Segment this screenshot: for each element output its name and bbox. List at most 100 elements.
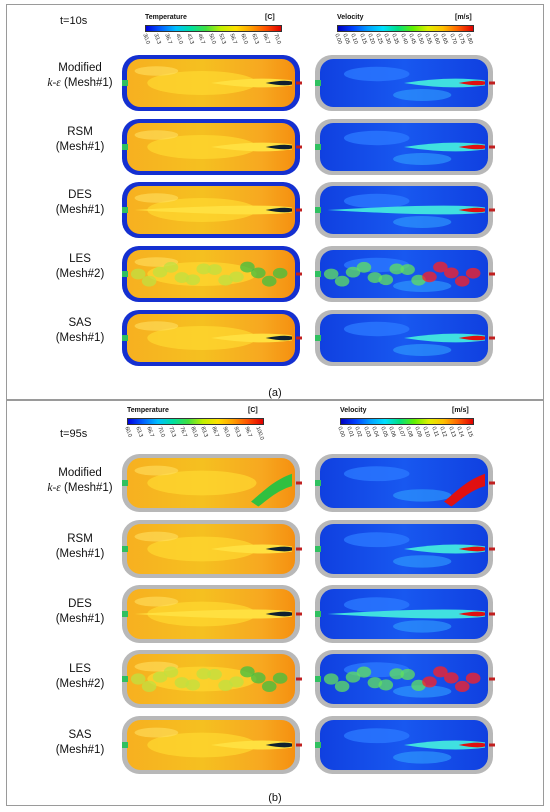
temperature-contour-plot xyxy=(120,714,302,776)
model-name: DES xyxy=(68,598,92,610)
panel-a-velocity-colorbar xyxy=(337,25,474,32)
mesh-label: (Mesh#2) xyxy=(30,267,130,282)
colorbar-tick: 93.3 xyxy=(232,426,242,439)
model-label: SAS (Mesh#1) xyxy=(30,728,130,758)
model-label: Modified k-ε (Mesh#1) xyxy=(30,61,130,91)
colorbar-tick: 83.3 xyxy=(199,426,210,439)
mesh-id: (Mesh#1) xyxy=(55,141,105,153)
colorbar-tick: 0.15 xyxy=(464,426,474,439)
colorbar-tick: 96.7 xyxy=(243,426,253,439)
panel-b-temperature-title: Temperature xyxy=(127,407,169,414)
panel-b-frame xyxy=(6,400,544,806)
mesh-id: (Mesh#1) xyxy=(55,332,105,344)
velocity-contour-plot xyxy=(313,583,495,645)
temperature-contour-plot xyxy=(120,117,302,177)
turbulence-model-symbol: k-ε xyxy=(47,77,61,89)
mesh-id: (Mesh#1) xyxy=(60,77,113,89)
panel-b-velocity-unit: [m/s] xyxy=(452,407,469,414)
panel-a-temperature-ticks: 30.0 33.3 36.7 40.0 43.3 46.7 50.0 53.3 56.7 60.0… xyxy=(141,33,282,47)
colorbar-tick: 70.0 xyxy=(156,426,166,439)
velocity-contour-plot xyxy=(313,452,495,514)
colorbar-tick: 33.3 xyxy=(152,33,162,46)
colorbar-tick: 80.0 xyxy=(188,426,199,439)
mesh-label: (Mesh#1) xyxy=(30,140,130,155)
colorbar-tick: 43.3 xyxy=(185,33,195,46)
velocity-contour-plot xyxy=(313,714,495,776)
mesh-label: k-ε (Mesh#1) xyxy=(30,481,130,496)
velocity-contour-plot xyxy=(313,648,495,710)
panel-a-temperature-unit: [C] xyxy=(265,14,275,21)
colorbar-tick: 86.7 xyxy=(210,426,220,439)
model-name: LES xyxy=(69,253,91,265)
mesh-id: (Mesh#2) xyxy=(55,268,105,280)
mesh-label: (Mesh#2) xyxy=(30,677,130,692)
model-label: DES (Mesh#1) xyxy=(30,188,130,218)
colorbar-tick: 60.0 xyxy=(239,33,249,46)
mesh-label: (Mesh#1) xyxy=(30,743,130,758)
model-label: RSM (Mesh#1) xyxy=(30,125,130,155)
temperature-contour-plot xyxy=(120,518,302,580)
mesh-id: (Mesh#1) xyxy=(55,613,105,625)
mesh-label: (Mesh#1) xyxy=(30,547,130,562)
model-label: LES (Mesh#2) xyxy=(30,252,130,282)
panel-a-temperature-colorbar xyxy=(145,25,282,32)
mesh-id: (Mesh#1) xyxy=(55,744,105,756)
panel-b-velocity-title: Velocity xyxy=(340,407,367,414)
panel-a-frame xyxy=(6,4,544,400)
velocity-contour-plot xyxy=(313,117,495,177)
panel-b-temperature-ticks: 60.0 63.3 66.7 70.0 73.3 76.7 80.0 83.3 86.7 90.0… xyxy=(123,426,265,441)
model-label: LES (Mesh#2) xyxy=(30,662,130,692)
colorbar-tick: 53.3 xyxy=(217,33,228,46)
panel-a-velocity-ticks: 0.00 0.05 0.10 0.15 0.20 0.25 0.30 0.35 0.40 0.45… xyxy=(333,33,474,47)
panel-a-caption: (a) xyxy=(268,387,282,399)
colorbar-tick: 63.3 xyxy=(134,426,144,439)
colorbar-tick: 66.7 xyxy=(145,426,155,439)
colorbar-tick: 66.7 xyxy=(261,33,271,46)
model-label: SAS (Mesh#1) xyxy=(30,316,130,346)
panel-a-temperature-title: Temperature xyxy=(145,14,187,21)
velocity-contour-plot xyxy=(313,180,495,240)
mesh-id: (Mesh#1) xyxy=(60,482,113,494)
mesh-id: (Mesh#2) xyxy=(55,678,105,690)
temperature-contour-plot xyxy=(120,53,302,113)
panel-b-velocity-ticks: 0.00 0.01 0.02 0.03 0.04 0.05 0.06 0.07 0.08 0.09… xyxy=(336,426,474,440)
colorbar-tick: 0.80 xyxy=(464,33,474,46)
colorbar-tick: 36.7 xyxy=(163,33,173,46)
model-name: DES xyxy=(68,189,92,201)
mesh-label: (Mesh#1) xyxy=(30,203,130,218)
mesh-label: (Mesh#1) xyxy=(30,331,130,346)
model-name: SAS xyxy=(68,317,92,329)
colorbar-tick: 70.0 xyxy=(272,33,282,46)
colorbar-tick: 100.0 xyxy=(254,426,265,441)
velocity-contour-plot xyxy=(313,308,495,368)
model-name: SAS xyxy=(68,729,92,741)
mesh-id: (Mesh#1) xyxy=(55,548,105,560)
colorbar-tick: 90.0 xyxy=(221,426,231,439)
temperature-contour-plot xyxy=(120,583,302,645)
panel-a-velocity-unit: [m/s] xyxy=(455,14,472,21)
velocity-contour-plot xyxy=(313,244,495,304)
colorbar-tick: 73.3 xyxy=(167,426,177,439)
model-label: RSM (Mesh#1) xyxy=(30,532,130,562)
velocity-contour-plot xyxy=(313,53,495,113)
mesh-label: k-ε (Mesh#1) xyxy=(30,76,130,91)
colorbar-tick: 76.7 xyxy=(177,426,188,439)
model-name: RSM xyxy=(67,533,93,545)
temperature-contour-plot xyxy=(120,648,302,710)
panel-b-temperature-colorbar xyxy=(127,418,264,425)
panel-b-caption: (b) xyxy=(268,792,282,804)
temperature-contour-plot xyxy=(120,308,302,368)
model-name: RSM xyxy=(67,126,93,138)
mesh-label: (Mesh#1) xyxy=(30,612,130,627)
model-name: Modified xyxy=(58,62,102,74)
panel-b-velocity-colorbar xyxy=(340,418,474,425)
model-label: Modified k-ε (Mesh#1) xyxy=(30,466,130,496)
colorbar-tick: 63.3 xyxy=(250,33,260,46)
turbulence-model-symbol: k-ε xyxy=(47,482,61,494)
colorbar-tick: 46.7 xyxy=(195,33,206,46)
mesh-id: (Mesh#1) xyxy=(55,204,105,216)
model-label: DES (Mesh#1) xyxy=(30,597,130,627)
panel-a-velocity-title: Velocity xyxy=(337,14,364,21)
panel-a-time: t=10s xyxy=(60,15,88,27)
colorbar-tick: 50.0 xyxy=(206,33,217,46)
